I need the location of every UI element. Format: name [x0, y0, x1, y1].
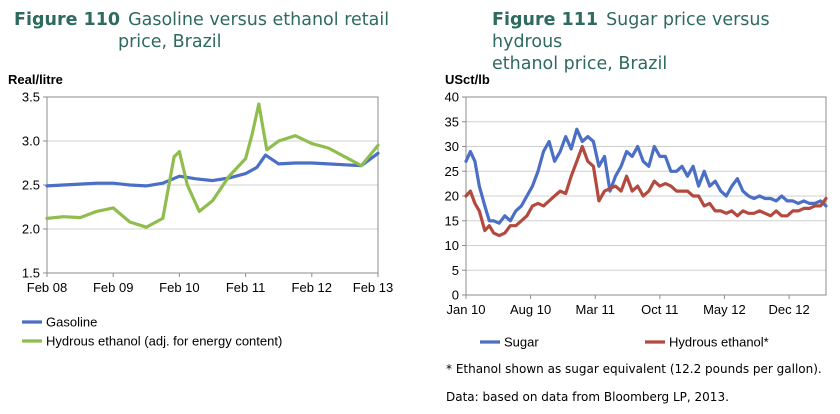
figure-110-title-line2: price, Brazil [118, 32, 222, 52]
chart2-legend-label: Hydrous ethanol* [669, 335, 769, 350]
chart1-x-tick-label: Feb 13 [353, 280, 393, 295]
chart2-x-tick-label: Oct 11 [641, 302, 678, 317]
chart2-y-axis-label: USct/lb [445, 72, 490, 87]
chart2-x-tick-label: Aug 10 [510, 302, 551, 317]
chart1-x-tick-label: Feb 08 [27, 280, 67, 295]
chart1-y-tick-label: 3.5 [22, 90, 40, 105]
figure-111-title: Figure 111 Sugar price versus hydrous eth… [492, 9, 832, 75]
chart2-y-tick-label: 20 [445, 189, 459, 204]
figure-110-title-line1: Gasoline versus ethanol retail [128, 10, 390, 30]
chart1-series-line-1 [45, 151, 380, 188]
chart2-x-tick-label: Dec 12 [769, 302, 810, 317]
chart1-y-axis-label: Real/litre [8, 72, 63, 87]
chart1-x-tick-label: Feb 11 [226, 280, 266, 295]
chart1-x-tick-label: Feb 10 [159, 280, 199, 295]
chart2-y-tick-label: 5 [452, 263, 459, 278]
figure-110-title: Figure 110 Gasoline versus ethanol retail… [14, 9, 394, 53]
chart2-x-tick-label: Jan 10 [446, 302, 485, 317]
figure-111-title-line2: ethanol price, Brazil [492, 54, 668, 74]
chart1-x-tick-label: Feb 09 [93, 280, 133, 295]
chart2-y-tick-label: 0 [452, 288, 459, 303]
chart1-legend-label: Gasoline [46, 315, 97, 330]
source-note: Data: based on data from Bloomberg LP, 2… [446, 390, 729, 404]
chart2-y-tick-label: 25 [445, 164, 459, 179]
chart1-x-tick-label: Feb 12 [292, 280, 332, 295]
chart2-y-tick-label: 40 [445, 90, 459, 105]
chart2-y-tick-label: 30 [445, 139, 459, 154]
footnote: * Ethanol shown as sugar equivalent (12.… [446, 362, 822, 376]
chart1-legend-label: Hydrous ethanol (adj. for energy content… [46, 334, 282, 349]
chart2-y-tick-label: 15 [445, 213, 459, 228]
chart2-x-tick-label: Mar 11 [576, 302, 616, 317]
chart1-y-tick-label: 3.0 [22, 134, 40, 149]
figure-110-number: Figure 110 [14, 10, 121, 30]
chart2-series-line-2 [464, 144, 828, 238]
chart2-x-tick-label: May 12 [703, 302, 746, 317]
chart2-legend-label: Sugar [504, 335, 539, 350]
chart1-y-tick-label: 2.5 [22, 178, 40, 193]
chart1-y-tick-label: 1.5 [22, 266, 40, 281]
chart2-series-line-1 [464, 127, 828, 225]
figure-111-number: Figure 111 [492, 10, 599, 30]
figure-111-title-line1: Sugar price versus hydrous [492, 10, 770, 52]
chart2-y-tick-label: 35 [445, 114, 459, 129]
chart1-series-line-2 [45, 102, 380, 229]
chart2-y-tick-label: 10 [445, 238, 459, 253]
chart1-y-tick-label: 2.0 [22, 222, 40, 237]
